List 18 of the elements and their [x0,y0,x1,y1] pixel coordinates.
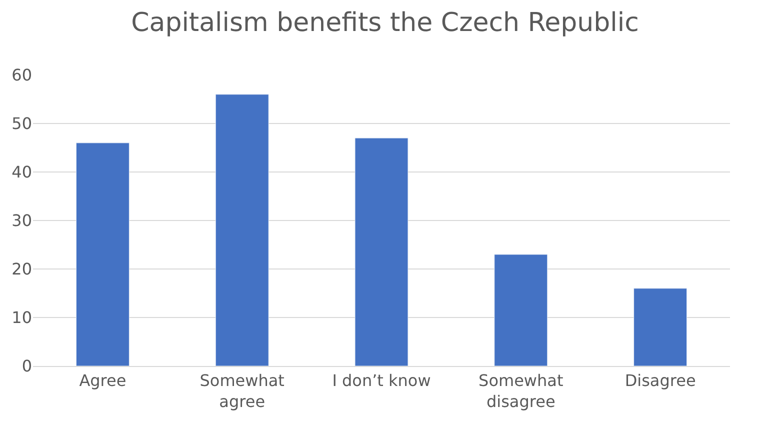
x-tick-label: Somewhat disagree [478,371,564,411]
x-tick-label: Agree [79,371,126,390]
bar [354,138,408,366]
y-tick-label: 0 [22,356,32,376]
bar [494,254,548,366]
bar [76,142,130,366]
y-tick-label: 30 [12,211,32,230]
bar [634,288,688,366]
y-tick-label: 40 [12,162,32,182]
y-tick-label: 10 [12,308,32,328]
y-tick-label: 50 [12,114,32,134]
y-tick-label: 60 [12,66,32,85]
x-tick-label: I don’t know [332,371,431,390]
chart-title: Capitalism benefits the Czech Republic [131,8,639,38]
x-tick-label: Somewhat agree [200,371,284,411]
x-tick-label: Disagree [624,371,696,390]
bar [215,94,269,366]
y-tick-label: 20 [12,260,32,279]
